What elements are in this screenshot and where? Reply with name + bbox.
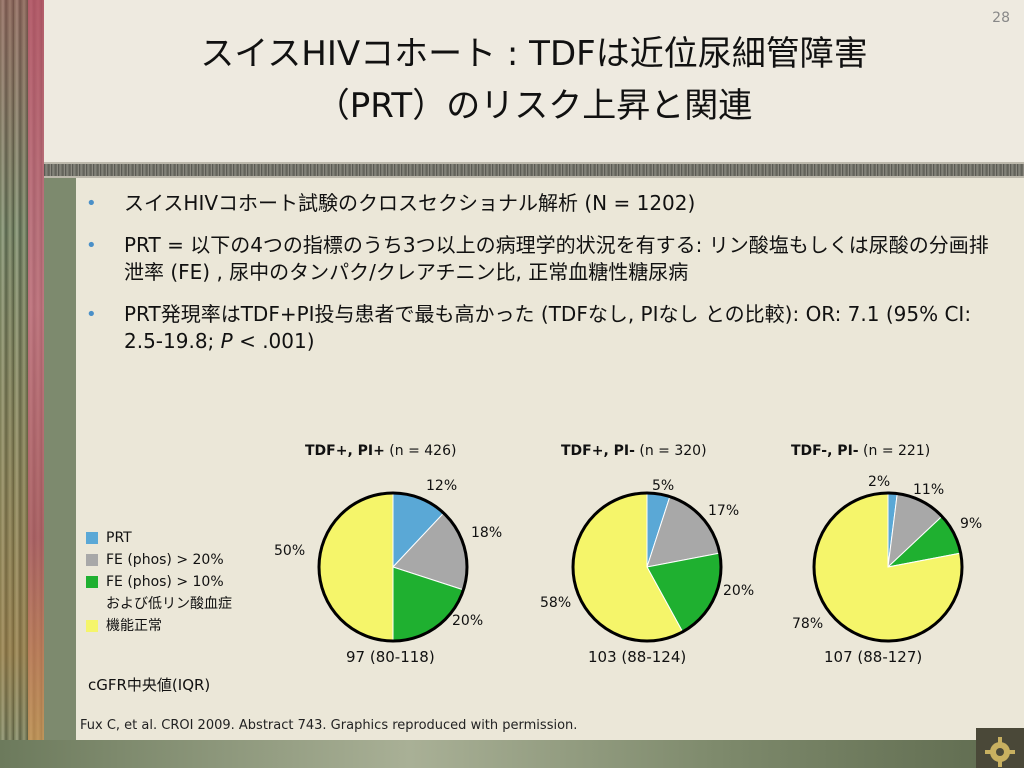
title-area <box>44 0 1024 162</box>
gear-icon <box>976 728 1024 768</box>
pie-1-label-fe20: 18% <box>471 525 503 541</box>
legend-item-fe10: FE (phos) > 10% <box>86 571 232 593</box>
pie-3-label-fe10: 9% <box>960 516 983 532</box>
pie-2-title-n: (n = 320) <box>634 443 707 459</box>
pie-1-label-prt: 12% <box>426 478 458 494</box>
bullet-list: • スイスHIVコホート試験のクロスセクショナル解析 (N = 1202) • PR… <box>86 190 1006 370</box>
bullet-text-1: スイスHIVコホート試験のクロスセクショナル解析 (N = 1202) <box>124 191 696 215</box>
pie-2-label-prt: 5% <box>652 478 675 494</box>
pie-2-egfr: 103 (88-124) <box>588 648 687 666</box>
bullet-text-2: PRT = 以下の4つの指標のうち3つ以上の病理学的状況を有する: リン酸塩もし… <box>124 233 989 284</box>
pie-2-label-fe10: 20% <box>723 583 755 599</box>
legend-label-fe20: FE (phos) > 20% <box>106 552 224 568</box>
pie-3-egfr: 107 (88-127) <box>824 648 923 666</box>
bullet-text-3-b: < .001) <box>232 329 315 353</box>
bullet-item: • スイスHIVコホート試験のクロスセクショナル解析 (N = 1202) <box>86 190 1006 217</box>
pie-1-title: TDF+, PI+ (n = 426) <box>305 443 456 459</box>
legend-swatch-fe20 <box>86 554 98 566</box>
slide-title: スイスHIVコホート : TDFは近位尿細管障害 （PRT）のリスク上昇と関連 <box>44 28 1024 132</box>
content-area <box>76 178 1024 740</box>
decorative-band <box>44 162 1024 178</box>
pie-2-label-normal: 58% <box>540 595 572 611</box>
citation: Fux C, et al. CROI 2009. Abstract 743. G… <box>80 718 578 733</box>
bullet-dot: • <box>86 304 97 325</box>
bullet-item: • PRT = 以下の4つの指標のうち3つ以上の病理学的状況を有する: リン酸塩も… <box>86 232 1006 286</box>
legend-swatch-prt <box>86 532 98 544</box>
egfr-label: cGFR中央値(IQR) <box>88 676 211 694</box>
legend-swatch-normal <box>86 620 98 632</box>
pie-3-label-fe20: 11% <box>913 482 945 498</box>
pie-1-egfr: 97 (80-118) <box>346 648 435 666</box>
page-number: 28 <box>992 10 1010 26</box>
pie-2-title: TDF+, PI- (n = 320) <box>561 443 707 459</box>
pie-3-title-bold: TDF-, PI- <box>791 443 859 459</box>
legend-label-fe10-line2: および低リン酸血症 <box>106 596 232 612</box>
bullet-item: • PRT発現率はTDF+PI投与患者で最も高かった (TDFなし, PIなし と… <box>86 301 1006 355</box>
title-line-1: スイスHIVコホート : TDFは近位尿細管障害 <box>200 34 868 74</box>
bullet-text-3-a: PRT発現率はTDF+PI投与患者で最も高かった (TDFなし, PIなし との… <box>124 302 972 353</box>
legend-item-normal: 機能正常 <box>86 615 232 637</box>
bullet-text-3-p: P <box>220 329 233 353</box>
pie-1-title-bold: TDF+, PI+ <box>305 443 385 459</box>
pie-3-label-prt: 2% <box>868 474 891 490</box>
pie-1-title-n: (n = 426) <box>384 443 457 459</box>
legend-item-prt: PRT <box>86 527 232 549</box>
legend-label-prt: PRT <box>106 530 132 546</box>
pie-3-title-n: (n = 221) <box>858 443 931 459</box>
bullet-dot: • <box>86 193 97 214</box>
pie-2-title-bold: TDF+, PI- <box>561 443 635 459</box>
chart-legend: PRT FE (phos) > 20% FE (phos) > 10% および低… <box>86 527 232 637</box>
decorative-left-accent <box>28 0 44 768</box>
pie-1-label-normal: 50% <box>274 543 306 559</box>
legend-item-fe20: FE (phos) > 20% <box>86 549 232 571</box>
bullet-dot: • <box>86 235 97 256</box>
pie-3-label-normal: 78% <box>792 616 824 632</box>
legend-label-fe10: FE (phos) > 10% <box>106 574 224 590</box>
legend-swatch-fe10 <box>86 576 98 588</box>
legend-label-normal: 機能正常 <box>106 618 162 634</box>
bullet-text-3: PRT発現率はTDF+PI投与患者で最も高かった (TDFなし, PIなし との… <box>124 302 971 353</box>
title-line-2: （PRT）のリスク上昇と関連 <box>315 86 753 126</box>
decorative-bottom-strip <box>0 740 1024 768</box>
pie-3-title: TDF-, PI- (n = 221) <box>791 443 930 459</box>
pie-2-label-fe20: 17% <box>708 503 740 519</box>
pie-1-label-fe10: 20% <box>452 613 484 629</box>
